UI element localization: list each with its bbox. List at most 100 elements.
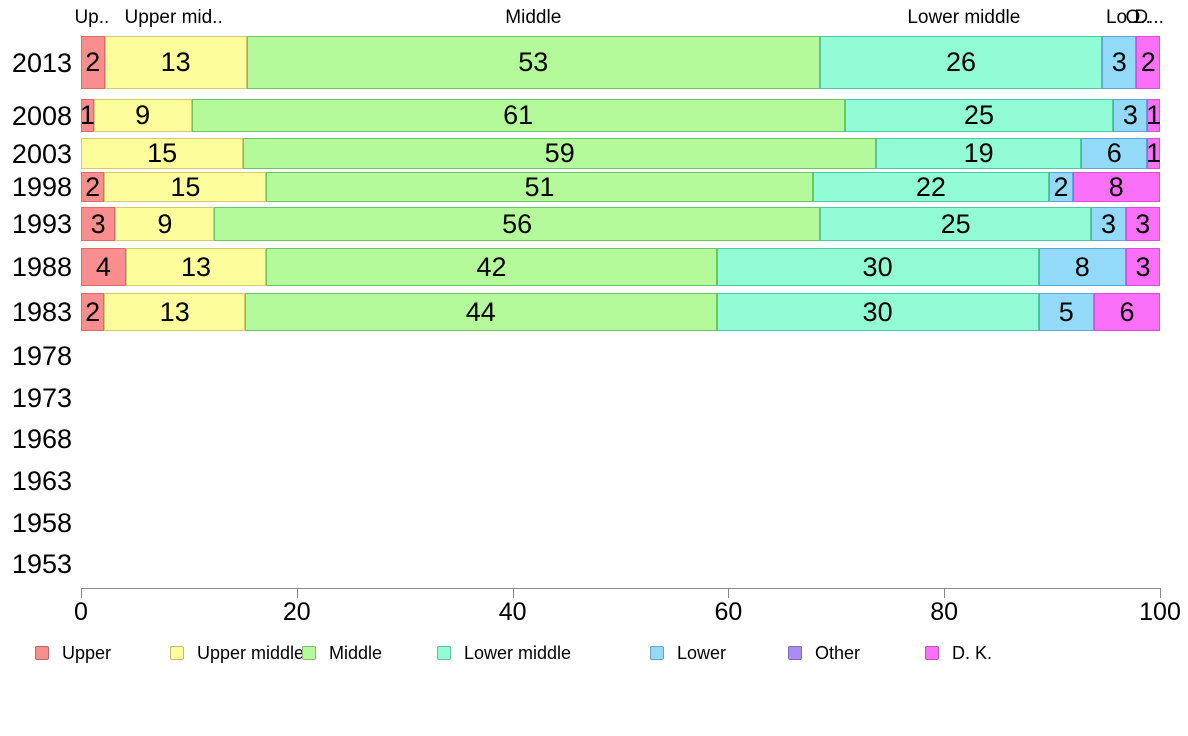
- year-label-1953: 1953: [11, 549, 72, 579]
- bar-row-1993: 3 9 56 25 3 3: [81, 207, 1160, 241]
- bar-segment-middle: 44: [245, 293, 717, 331]
- year-label-2013: 2013: [11, 48, 72, 78]
- bar-segment-value: 9: [157, 208, 173, 239]
- year-label-1983: 1983: [11, 297, 72, 327]
- bar-segment-upper-middle: 15: [104, 172, 267, 202]
- year-label-1958: 1958: [11, 507, 72, 538]
- x-axis-tick-label: 40: [498, 598, 527, 626]
- bar-segment-lower: 6: [1081, 138, 1148, 169]
- bar-segment-value: 42: [476, 251, 507, 282]
- bar-segment-value: 1: [1146, 138, 1162, 168]
- column-header-lower-middle: Lower middle: [907, 7, 1021, 28]
- bar-segment-upper-middle: 13: [104, 293, 246, 331]
- bar-segment-d-k-: 8: [1072, 171, 1160, 202]
- bar-segment-lower: 5: [1038, 293, 1094, 331]
- year-label-1998: 1998: [11, 172, 72, 202]
- x-axis-tick: [1160, 588, 1161, 598]
- column-header-other: O..: [1125, 7, 1151, 28]
- bar-segment-lower-middle: 26: [819, 36, 1103, 89]
- x-axis-tick: [296, 588, 298, 598]
- legend-item-upper: Upper: [35, 642, 112, 663]
- x-axis-line: [81, 588, 1160, 589]
- legend-item-lower: Lower: [650, 643, 726, 663]
- year-label-1973: 1973: [11, 382, 72, 413]
- bar-segment-middle: 59: [243, 138, 877, 169]
- bar-segment-lower: 2: [1049, 171, 1073, 202]
- bar-segment-upper-middle: 9: [115, 207, 215, 241]
- bar-segment-lower: 3: [1102, 36, 1137, 89]
- legend-item-lower-middle: Lower middle: [437, 642, 572, 663]
- bar-segment-upper: 2: [81, 171, 105, 202]
- year-label-1963: 1963: [11, 466, 72, 496]
- bar-segment-lower-middle: 30: [716, 293, 1039, 331]
- bar-row-2013: 2 13 53 26 3 2: [81, 36, 1160, 89]
- year-label-1968: 1968: [11, 424, 72, 454]
- column-header-upper-middle: Upper mid..: [124, 7, 223, 28]
- legend-label: Upper: [62, 642, 112, 663]
- bar-segment-upper: 3: [81, 207, 116, 241]
- legend-item-middle: Middle: [302, 643, 382, 663]
- bar-segment-upper-middle: 9: [93, 99, 192, 132]
- bar-segment-middle: 56: [214, 207, 820, 241]
- bar-segment-upper-middle: 15: [81, 138, 244, 169]
- bar-segment-value: 3: [1122, 100, 1138, 130]
- bar-segment-value: 8: [1108, 171, 1124, 202]
- bar-segment-lower-middle: 30: [716, 248, 1039, 286]
- bar-segment-value: 2: [1140, 47, 1156, 77]
- column-header-upper: Up..: [74, 7, 110, 28]
- bar-segment-upper-middle: 13: [104, 36, 247, 89]
- legend-label: Lower middle: [464, 642, 572, 663]
- bar-segment-value: 3: [1135, 251, 1151, 282]
- bar-segment-value: 26: [945, 47, 977, 77]
- legend-label: D. K.: [952, 642, 993, 663]
- legend-swatch: [35, 646, 49, 660]
- bar-segment-value: 1: [79, 100, 95, 130]
- bar-segment-lower: 8: [1038, 248, 1126, 286]
- bar-segment-value: 2: [85, 47, 101, 77]
- bar-segment-middle: 51: [266, 172, 813, 202]
- bar-segment-upper-middle: 13: [125, 248, 267, 286]
- bar-segment-lower-middle: 25: [819, 207, 1092, 241]
- bar-segment-value: 1: [1146, 100, 1162, 130]
- bar-segment-value: 3: [1100, 208, 1116, 239]
- bar-segment-value: 5: [1058, 296, 1074, 327]
- x-axis-tick: [512, 588, 514, 598]
- bar-segment-value: 13: [181, 251, 212, 282]
- legend-label: Other: [815, 642, 861, 663]
- bar-segment-value: 8: [1074, 251, 1090, 282]
- x-axis-tick-label: 100: [1139, 598, 1181, 626]
- x-axis-tick-label: 0: [74, 598, 88, 626]
- bar-segment-value: 2: [85, 296, 101, 327]
- bar-segment-value: 3: [1111, 47, 1127, 77]
- bar-segment-value: 15: [147, 138, 178, 168]
- year-label-1978: 1978: [11, 341, 72, 371]
- bar-segment-value: 30: [862, 251, 893, 282]
- bar-segment-value: 4: [95, 251, 111, 282]
- bar-segment-lower-middle: 19: [876, 138, 1082, 169]
- bar-segment-upper: 1: [79, 99, 95, 132]
- bar-segment-value: 19: [963, 138, 994, 168]
- bar-segment-middle: 61: [191, 99, 845, 132]
- bar-segment-value: 59: [544, 138, 575, 168]
- bar-segment-value: 61: [503, 100, 534, 130]
- x-axis-tick: [728, 588, 730, 598]
- bar-segment-value: 2: [1053, 171, 1069, 202]
- bar-segment-middle: 53: [246, 36, 820, 89]
- bar-segment-d-k-: 6: [1093, 293, 1160, 331]
- legend-item-other: Other: [788, 642, 861, 663]
- bar-segment-value: 2: [85, 171, 101, 202]
- x-axis-tick-label: 20: [282, 598, 311, 626]
- legend-item-d-k-: D. K.: [925, 642, 993, 663]
- year-label-2008: 2008: [11, 100, 72, 131]
- bar-segment-lower-middle: 25: [844, 99, 1114, 132]
- bar-segment-lower-middle: 22: [812, 171, 1050, 202]
- bar-segment-upper: 4: [81, 248, 126, 286]
- bar-segment-value: 22: [915, 171, 946, 202]
- legend-swatch: [302, 646, 316, 660]
- bar-segment-value: 3: [90, 208, 106, 239]
- bar-segment-d-k-: 2: [1136, 36, 1160, 89]
- bar-segment-value: 6: [1106, 138, 1122, 168]
- legend-label: Upper middle: [197, 642, 305, 663]
- legend-item-upper-middle: Upper middle: [170, 642, 305, 663]
